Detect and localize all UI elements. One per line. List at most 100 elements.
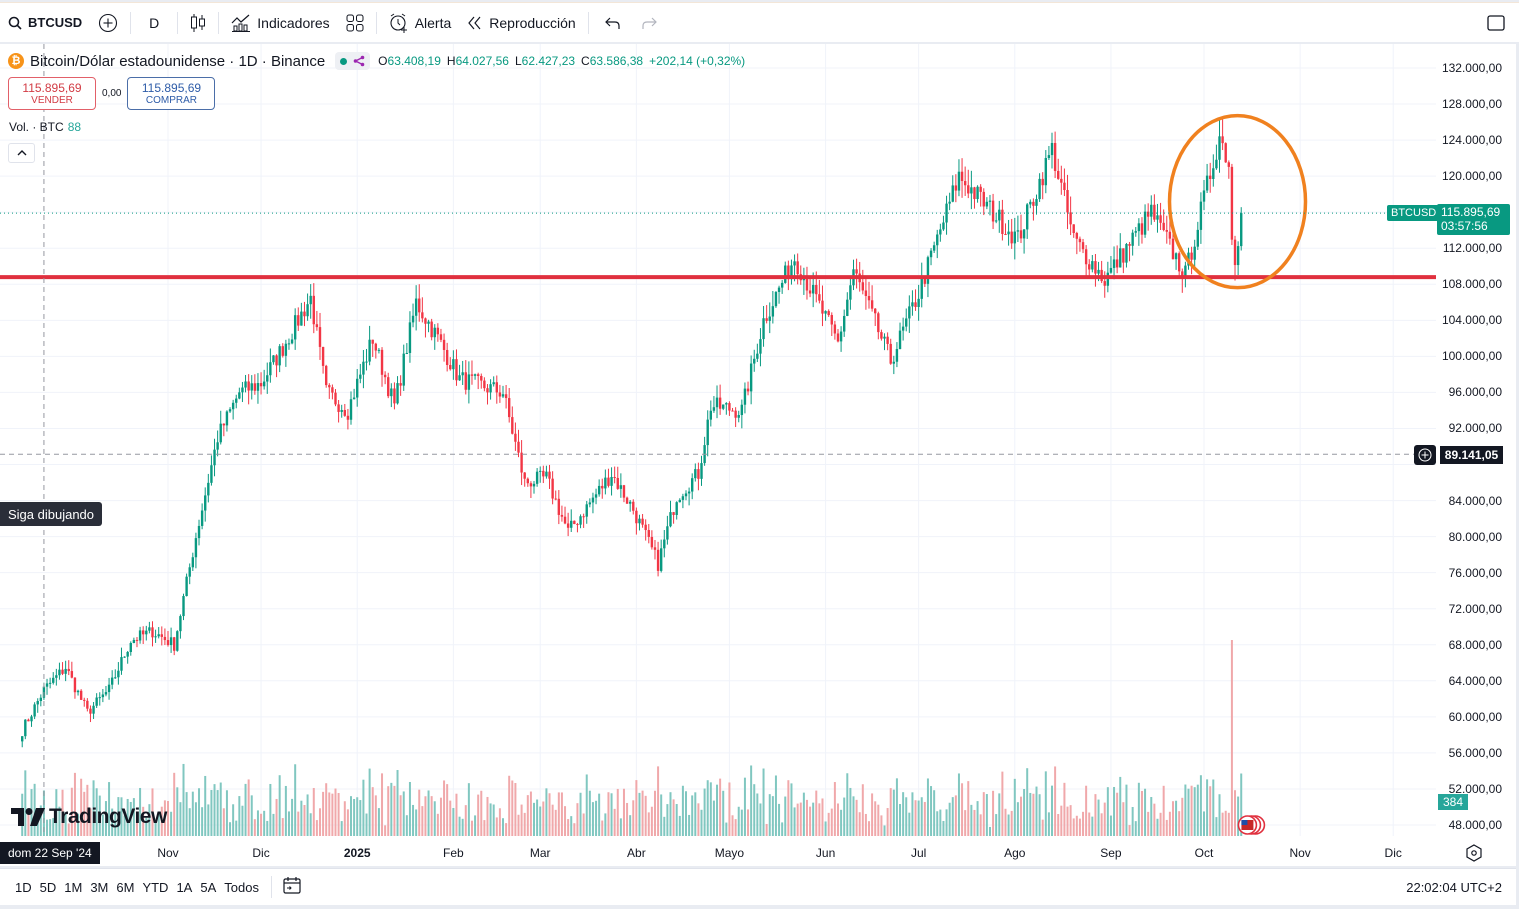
highlight-ellipse-drawing[interactable] bbox=[1167, 113, 1308, 290]
volume-bar bbox=[1044, 771, 1047, 836]
candle-body bbox=[1236, 246, 1240, 266]
candle-body bbox=[303, 311, 306, 317]
buy-button[interactable]: 115.895,69 COMPRAR bbox=[127, 77, 216, 110]
tradingview-logo[interactable]: TradingView bbox=[11, 805, 167, 829]
range-button-1a[interactable]: 1A bbox=[176, 879, 193, 895]
chart-type-button[interactable] bbox=[182, 3, 214, 43]
toolbar-divider bbox=[270, 876, 272, 898]
candle-body bbox=[396, 383, 399, 404]
symbol-title[interactable]: Bitcoin/Dólar estadounidense · 1D · Bina… bbox=[30, 52, 326, 70]
volume-bar bbox=[923, 801, 926, 836]
replay-button[interactable]: Reproducción bbox=[459, 3, 583, 43]
candle-body bbox=[523, 472, 526, 479]
chart-panel[interactable]: ₿ Bitcoin/Dólar estadounidense · 1D · Bi… bbox=[0, 44, 1516, 866]
timezone-clock[interactable]: 22:02:04 UTC+2 bbox=[1406, 879, 1502, 895]
volume-bar bbox=[70, 787, 73, 836]
candle-body bbox=[886, 336, 889, 344]
layouts-button[interactable] bbox=[338, 3, 372, 43]
volume-bar bbox=[1054, 766, 1057, 836]
candle-body bbox=[793, 261, 796, 266]
volume-bar bbox=[1159, 812, 1162, 836]
low-value: 62.427,23 bbox=[521, 54, 576, 68]
volume-bar bbox=[275, 798, 278, 836]
volume-bar bbox=[256, 810, 259, 836]
volume-bar bbox=[306, 794, 309, 836]
volume-bar bbox=[297, 811, 300, 836]
candle-body bbox=[762, 318, 765, 340]
volume-legend[interactable]: Vol. · BTC 88 bbox=[9, 120, 81, 134]
sell-button[interactable]: 115.895,69 VENDER bbox=[8, 77, 96, 110]
candle-body bbox=[545, 471, 548, 477]
candle-body bbox=[464, 372, 467, 390]
candle-body bbox=[1050, 142, 1054, 156]
candle-body bbox=[905, 318, 908, 327]
candle-body bbox=[1035, 199, 1038, 206]
volume-bar bbox=[889, 788, 892, 836]
interval-button[interactable]: D bbox=[149, 14, 160, 31]
date-range-selector: 1D 5D 1M 3M 6M YTD 1A 5A Todos bbox=[0, 880, 263, 895]
volume-bar bbox=[455, 793, 458, 836]
volume-bar bbox=[377, 808, 380, 836]
volume-bar bbox=[1069, 805, 1072, 836]
volume-bar bbox=[278, 775, 281, 836]
axis-settings-button[interactable] bbox=[1465, 844, 1483, 867]
range-button-5d[interactable]: 5D bbox=[39, 879, 57, 895]
volume-bar bbox=[520, 804, 523, 836]
volume-bar bbox=[799, 802, 802, 836]
volume-bar bbox=[970, 804, 973, 836]
candle-body bbox=[867, 295, 871, 301]
candle-body bbox=[123, 656, 126, 658]
volume-bar bbox=[681, 785, 684, 836]
price-axis-label: 76.000,00 bbox=[1448, 565, 1502, 580]
price-axis-label: 56.000,00 bbox=[1448, 745, 1502, 760]
candle-body bbox=[594, 494, 598, 498]
volume-bar bbox=[743, 777, 746, 836]
indicators-button[interactable]: Indicadores bbox=[223, 3, 337, 43]
range-button-1d[interactable]: 1D bbox=[15, 879, 32, 895]
volume-bar bbox=[312, 787, 315, 836]
candle-body bbox=[529, 483, 533, 487]
candle-body bbox=[877, 313, 880, 333]
symbol-search-button[interactable]: BTCUSD bbox=[0, 3, 90, 43]
last-price-label: 115.895,69 03:57:56 bbox=[1437, 204, 1510, 235]
fullscreen-button[interactable] bbox=[1479, 3, 1519, 43]
volume-bar bbox=[98, 795, 101, 836]
volume-bar bbox=[1227, 812, 1230, 836]
volume-bar bbox=[892, 789, 895, 836]
candle-body bbox=[566, 523, 570, 528]
range-button-5a[interactable]: 5A bbox=[200, 879, 217, 895]
volume-bar bbox=[1072, 818, 1075, 836]
price-chart[interactable] bbox=[0, 44, 1516, 866]
candle-body bbox=[467, 374, 471, 390]
go-to-date-button[interactable] bbox=[282, 875, 302, 900]
candle-body bbox=[725, 403, 728, 405]
candle-body bbox=[808, 290, 812, 294]
volume-bar bbox=[523, 812, 526, 836]
range-button-1m[interactable]: 1M bbox=[64, 879, 83, 895]
candle-body bbox=[284, 343, 288, 356]
range-button-todos[interactable]: Todos bbox=[224, 879, 259, 895]
candle-body bbox=[362, 361, 365, 375]
volume-bar bbox=[160, 806, 163, 836]
candle-body bbox=[1066, 190, 1069, 213]
volume-bar bbox=[824, 821, 827, 836]
volume-bar bbox=[1128, 825, 1131, 836]
volume-bar bbox=[328, 792, 331, 836]
volume-bar bbox=[622, 788, 625, 836]
redo-button[interactable] bbox=[633, 3, 665, 43]
range-button-3m[interactable]: 3M bbox=[90, 879, 109, 895]
volume-bar bbox=[576, 803, 579, 836]
market-status-pill[interactable] bbox=[335, 52, 371, 70]
candle-body bbox=[790, 265, 793, 280]
volume-bar bbox=[1212, 779, 1215, 836]
undo-button[interactable] bbox=[593, 3, 633, 43]
add-alert-plus-button[interactable] bbox=[1414, 445, 1436, 465]
range-button-6m[interactable]: 6M bbox=[116, 879, 135, 895]
collapse-legend-button[interactable] bbox=[8, 143, 35, 163]
volume-bar bbox=[281, 818, 284, 836]
candle-body bbox=[743, 388, 747, 405]
range-button-ytd[interactable]: YTD bbox=[142, 879, 169, 895]
alert-button[interactable]: Alerta bbox=[381, 3, 460, 43]
compare-symbol-button[interactable] bbox=[90, 3, 126, 43]
